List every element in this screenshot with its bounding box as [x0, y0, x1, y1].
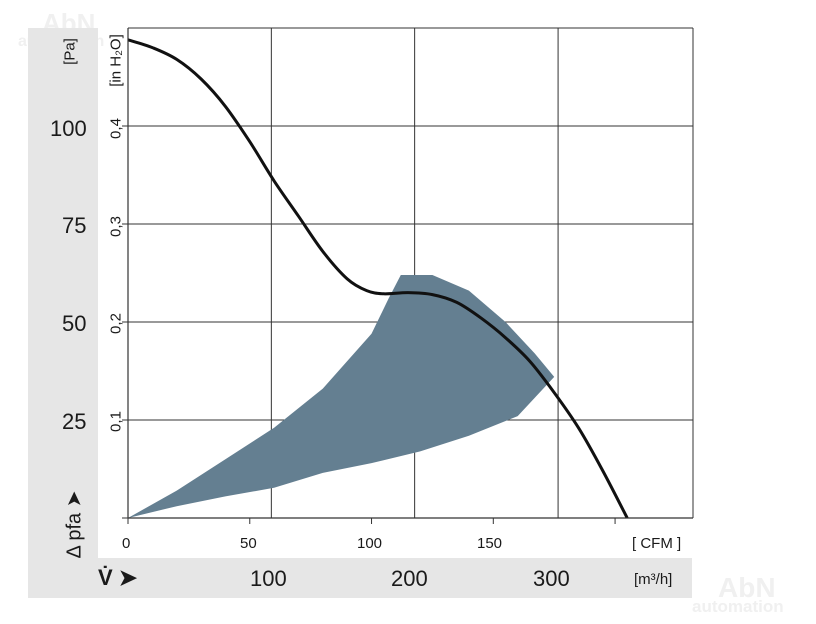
watermark-tagline-bottom: automation — [692, 597, 784, 616]
pressure-symbol: Δ pfa ➤ — [63, 490, 86, 559]
pa-unit-label: [Pa] — [61, 38, 79, 65]
operating-region — [128, 275, 555, 518]
pa-tick-label: 50 — [62, 311, 87, 336]
pa-tick-label: 100 — [50, 116, 87, 141]
cfm-tick-label: 150 — [477, 535, 503, 552]
inh2o-tick-label: 0,1 — [107, 411, 125, 432]
cfm-tick-label: 100 — [357, 535, 383, 552]
m3h-tick-label: 100 — [250, 566, 287, 591]
pa-tick-label: 75 — [62, 213, 87, 238]
inh2o-unit-label: [in H₂O] — [107, 34, 125, 87]
flow-symbol: V̇ ➤ — [98, 565, 138, 590]
inh2o-tick-label: 0,3 — [107, 216, 125, 237]
m3h-tick-label: 300 — [533, 566, 570, 591]
cfm-unit-label: [ CFM ] — [632, 535, 682, 552]
y-axis-band — [28, 28, 98, 558]
cfm-tick-label: 0 — [122, 535, 131, 552]
pa-tick-label: 25 — [62, 409, 87, 434]
pressure-curve — [127, 38, 629, 519]
x-axis-band — [28, 558, 692, 598]
inh2o-tick-label: 0,4 — [107, 118, 125, 139]
axis-ticks — [122, 125, 616, 524]
m3h-tick-label: 200 — [391, 566, 428, 591]
inh2o-tick-label: 0,2 — [107, 313, 125, 334]
cfm-tick-label: 50 — [240, 535, 257, 552]
watermark-brand-bottom: AbN — [718, 572, 776, 603]
m3h-unit-label: [m³/h] — [634, 571, 673, 588]
